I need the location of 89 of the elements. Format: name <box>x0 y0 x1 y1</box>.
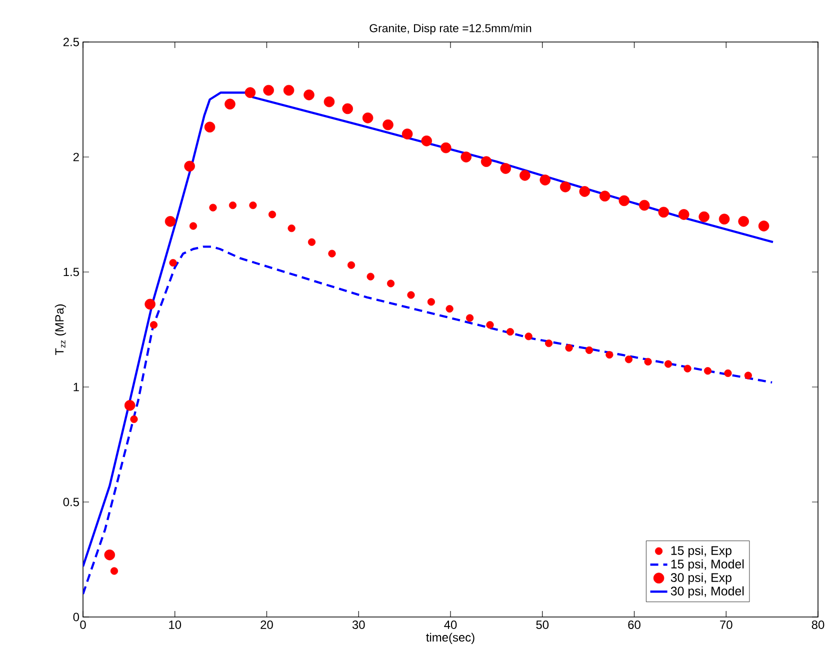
point <box>446 304 454 313</box>
point <box>579 186 590 197</box>
point <box>421 135 432 146</box>
point <box>606 350 614 359</box>
x-tick-label: 40 <box>444 620 457 629</box>
x-tick-label: 80 <box>812 620 824 629</box>
point <box>209 204 217 212</box>
point <box>599 190 610 202</box>
point <box>758 220 770 232</box>
point <box>664 360 672 368</box>
point <box>440 142 452 154</box>
point <box>466 314 474 322</box>
point <box>342 103 353 114</box>
legend-label: 15 psi, Model <box>671 559 744 571</box>
point <box>480 156 492 167</box>
point <box>244 87 256 98</box>
point <box>658 206 670 218</box>
y-axis-title: T$_{zz}$ (MPa) <box>54 304 66 356</box>
point <box>366 272 374 280</box>
point <box>288 224 296 232</box>
point <box>545 339 553 348</box>
point <box>184 160 195 172</box>
point <box>268 210 276 218</box>
y-tick-label: 0.5 <box>63 498 79 506</box>
point <box>684 364 692 372</box>
point <box>304 89 314 100</box>
x-tick-label: 0 <box>80 620 86 629</box>
point <box>150 321 158 329</box>
x-tick-label: 10 <box>169 620 182 629</box>
legend-label: 15 psi, Exp <box>671 546 732 558</box>
point <box>164 216 176 227</box>
point <box>618 195 630 206</box>
point <box>324 96 335 108</box>
point <box>724 369 732 377</box>
point <box>328 250 336 258</box>
point <box>560 181 571 192</box>
x-tick-label: 30 <box>352 620 365 629</box>
point <box>520 170 530 181</box>
chart-title: Granite, Disp rate =12.5mm/min <box>370 24 532 34</box>
point <box>407 291 415 299</box>
x-tick-label: 20 <box>260 620 273 629</box>
point <box>704 367 712 375</box>
point <box>283 84 294 96</box>
y-tick-label: 2.5 <box>63 38 79 46</box>
x-tick-label: 70 <box>720 620 732 629</box>
point <box>524 332 532 340</box>
point <box>585 346 594 354</box>
point <box>169 258 177 267</box>
point <box>144 298 156 310</box>
point <box>130 415 138 423</box>
y-tick-label: 1.5 <box>64 268 79 276</box>
point <box>263 84 274 96</box>
point <box>189 222 198 230</box>
point <box>738 216 749 227</box>
legend-label: 30 psi, Exp <box>670 572 732 584</box>
point <box>402 128 413 140</box>
point <box>638 200 650 211</box>
point <box>382 119 394 130</box>
y-tick-label: 1 <box>74 382 79 392</box>
y-tick-label: 0 <box>73 612 80 622</box>
point <box>698 211 710 222</box>
point <box>427 298 436 306</box>
point <box>386 280 395 288</box>
point <box>460 152 472 162</box>
point <box>486 321 494 329</box>
point <box>506 328 514 336</box>
point <box>204 122 216 132</box>
point <box>347 261 356 269</box>
y-tick-label: 2 <box>73 152 79 162</box>
point <box>110 567 118 575</box>
point <box>540 174 551 186</box>
point <box>228 201 237 210</box>
point <box>744 372 752 380</box>
point <box>565 344 573 352</box>
x-tick-label: 60 <box>628 620 640 629</box>
x-tick-label: 50 <box>536 620 549 629</box>
point <box>124 400 136 411</box>
point <box>249 201 257 210</box>
x-axis-title: time(sec) <box>426 632 474 644</box>
point <box>644 358 652 366</box>
point <box>718 214 730 224</box>
legend-label: 30 psi, Model <box>670 586 744 598</box>
point <box>678 209 690 220</box>
point <box>362 112 374 124</box>
point <box>308 238 316 246</box>
point <box>500 163 512 174</box>
point <box>224 98 236 110</box>
point <box>624 356 633 364</box>
point <box>104 550 116 560</box>
